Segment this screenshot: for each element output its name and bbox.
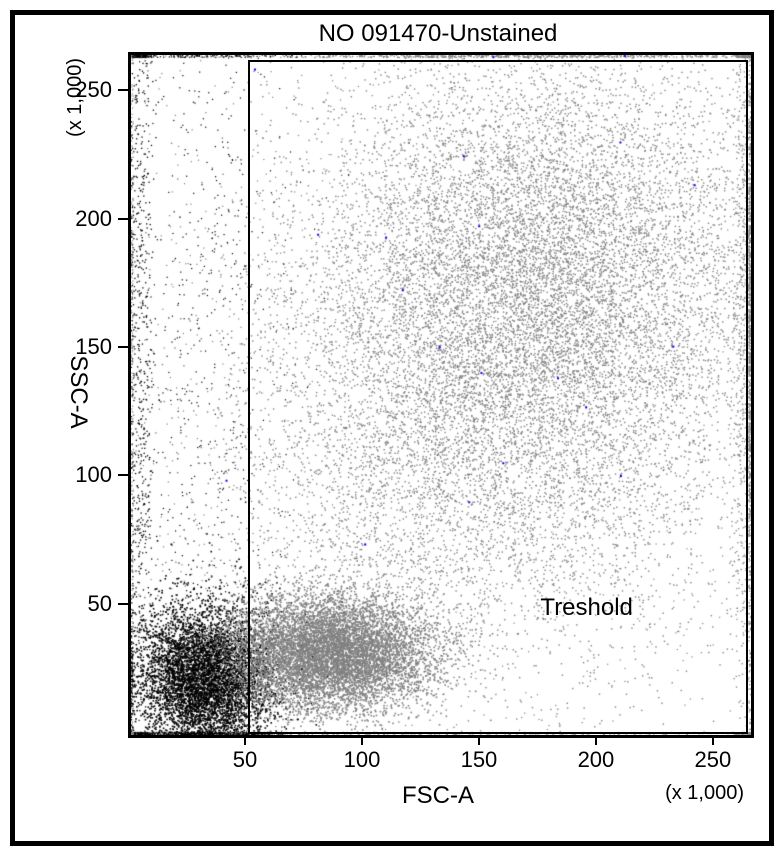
x-tick-label: 200: [578, 747, 615, 773]
y-tick: [118, 218, 128, 220]
x-axis-scale-note: (x 1,000): [665, 782, 744, 805]
y-tick: [118, 346, 128, 348]
x-tick: [361, 735, 363, 745]
x-tick-label: 250: [695, 747, 732, 773]
x-axis-label: FSC-A: [402, 782, 474, 810]
y-tick-label: 50: [88, 591, 112, 617]
chart-title: NO 091470-Unstained: [319, 20, 558, 48]
x-tick-label: 100: [344, 747, 381, 773]
y-axis-scale-note: (x 1,000): [64, 58, 87, 137]
y-tick: [118, 89, 128, 91]
x-tick: [244, 735, 246, 745]
x-tick-label: 150: [461, 747, 498, 773]
x-tick: [478, 735, 480, 745]
y-tick: [118, 603, 128, 605]
plot-area: Treshold: [128, 52, 754, 738]
y-tick-label: 100: [75, 462, 112, 488]
figure-container: NO 091470-Unstained Treshold 50 100 150 …: [0, 0, 784, 856]
gate-rectangle: [248, 60, 748, 734]
y-axis-label: SSC-A: [64, 355, 92, 428]
gate-label: Treshold: [540, 594, 632, 622]
y-tick: [118, 474, 128, 476]
y-tick-label: 200: [75, 206, 112, 232]
x-tick-label: 50: [233, 747, 257, 773]
x-tick: [712, 735, 714, 745]
x-tick: [595, 735, 597, 745]
